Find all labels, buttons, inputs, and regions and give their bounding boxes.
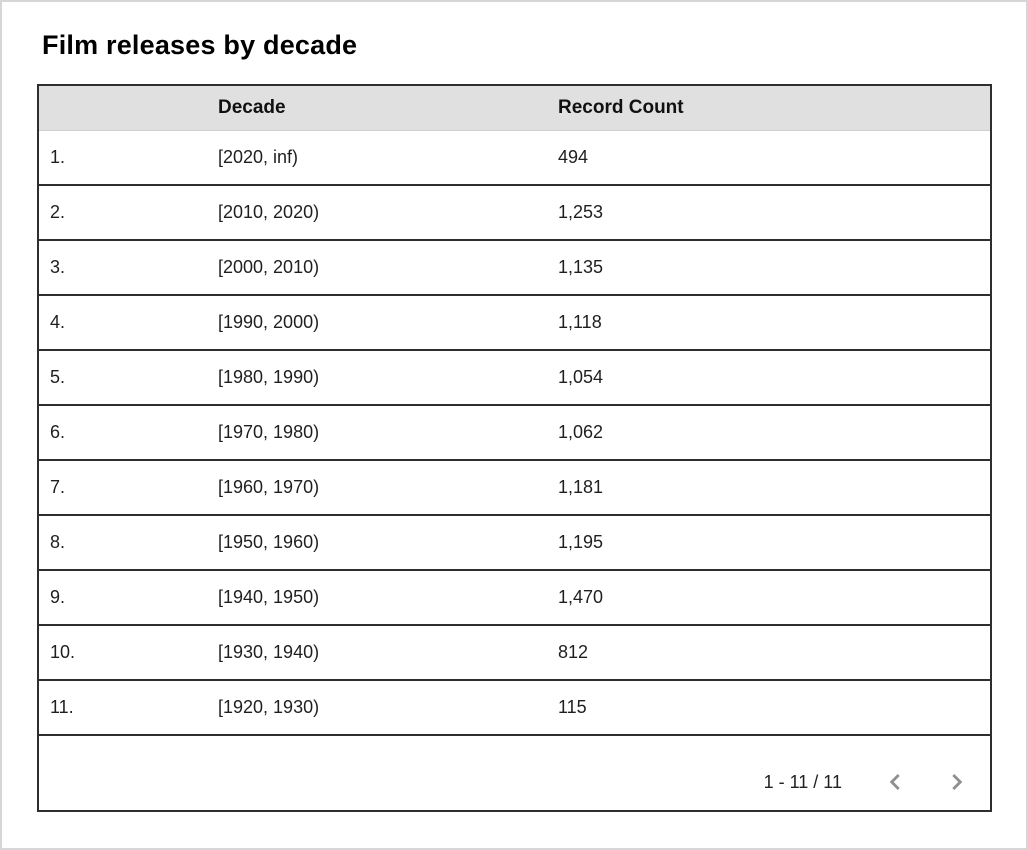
row-number-cell: 1.	[50, 147, 66, 167]
table-row: 9. [1940, 1950) 1,470	[39, 571, 990, 626]
table-row: 11. [1920, 1930) 115	[39, 681, 990, 736]
decade-cell: [1970, 1980)	[218, 422, 320, 442]
record-count-cell: 1,470	[558, 587, 604, 607]
header-cell-decade[interactable]: Decade	[218, 97, 286, 118]
record-count-cell: 1,118	[558, 312, 602, 332]
header-cell-record-count[interactable]: Record Count	[558, 97, 684, 118]
table-body: 1. [2020, inf) 494 2. [2010, 2020) 1,253…	[39, 131, 990, 736]
table-row: 4. [1990, 2000) 1,118	[39, 296, 990, 351]
row-number-cell: 3.	[50, 257, 66, 277]
record-count-cell: 115	[558, 697, 587, 717]
row-number-cell: 4.	[50, 312, 66, 332]
table-row: 1. [2020, inf) 494	[39, 131, 990, 186]
record-count-cell: 1,135	[558, 257, 604, 277]
prev-page-button[interactable]	[874, 760, 918, 804]
chart-title: Film releases by decade	[42, 30, 358, 60]
record-count-cell: 812	[558, 642, 589, 662]
row-number-cell: 10.	[50, 642, 76, 662]
record-count-cell: 1,181	[558, 477, 604, 497]
table-row: 6. [1970, 1980) 1,062	[39, 406, 990, 461]
chevron-right-icon	[952, 773, 963, 791]
row-number-cell: 5.	[50, 367, 66, 387]
table-header-row: Decade Record Count	[39, 86, 990, 131]
row-number-cell: 8.	[50, 532, 66, 552]
decade-cell: [1960, 1970)	[218, 477, 320, 497]
record-count-cell: 1,195	[558, 532, 604, 552]
record-count-cell: 1,062	[558, 422, 604, 442]
next-page-button[interactable]	[934, 760, 978, 804]
decade-cell: [1950, 1960)	[218, 532, 320, 552]
row-number-cell: 6.	[50, 422, 66, 442]
row-number-cell: 7.	[50, 477, 66, 497]
decade-cell: [1930, 1940)	[218, 642, 320, 662]
table-row: 8. [1950, 1960) 1,195	[39, 516, 990, 571]
decade-cell: [1990, 2000)	[218, 312, 320, 332]
table-row: 7. [1960, 1970) 1,181	[39, 461, 990, 516]
table-row: 10. [1930, 1940) 812	[39, 626, 990, 681]
decade-cell: [1940, 1950)	[218, 587, 320, 607]
decade-cell: [2000, 2010)	[218, 257, 320, 277]
table-row: 3. [2000, 2010) 1,135	[39, 241, 990, 296]
pagination-label: 1 - 11 / 11	[763, 771, 842, 792]
table-footer: 1 - 11 / 11	[39, 736, 990, 810]
decade-cell: [2010, 2020)	[218, 202, 320, 222]
table-row: 5. [1980, 1990) 1,054	[39, 351, 990, 406]
data-table: Decade Record Count 1. [2020, inf) 494 2…	[37, 84, 992, 812]
decade-cell: [1920, 1930)	[218, 697, 320, 717]
row-number-cell: 11.	[50, 697, 74, 717]
decade-cell: [2020, inf)	[218, 147, 299, 167]
decade-cell: [1980, 1990)	[218, 367, 320, 387]
record-count-cell: 1,253	[558, 202, 604, 222]
record-count-cell: 494	[558, 147, 589, 167]
table-row: 2. [2010, 2020) 1,253	[39, 186, 990, 241]
row-number-cell: 2.	[50, 202, 66, 222]
chevron-left-icon	[889, 773, 900, 791]
row-number-cell: 9.	[50, 587, 66, 607]
record-count-cell: 1,054	[558, 367, 604, 387]
